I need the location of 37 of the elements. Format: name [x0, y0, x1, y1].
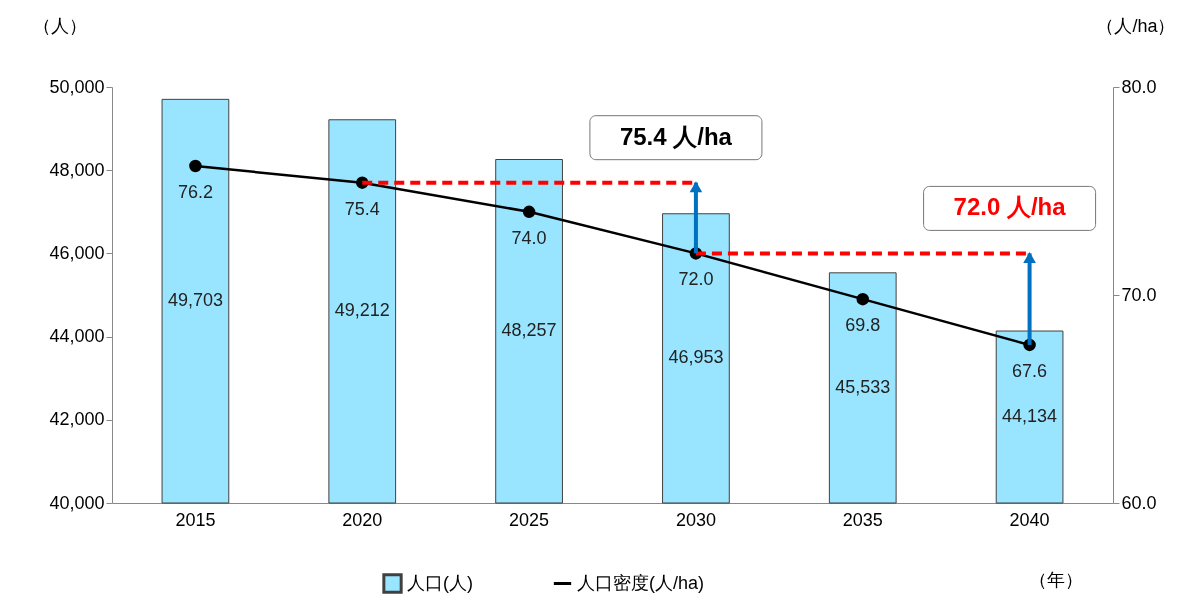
y2-tick-label: 60.0 — [1121, 492, 1157, 513]
x-tick-label: 2030 — [675, 509, 716, 530]
point — [856, 292, 869, 306]
data-label: 48,257 — [501, 320, 557, 341]
x-tick-label: 2035 — [842, 509, 883, 530]
y2-tick-label: 70.0 — [1121, 284, 1157, 305]
x-tick-label: 2020 — [342, 509, 383, 530]
y-tick-label: 48,000 — [49, 159, 105, 180]
y-axis-title: （人） — [32, 15, 87, 36]
data-label: 76.2 — [177, 182, 213, 203]
x-tick-label: 2040 — [1009, 509, 1050, 530]
annotation: 72.0 人/ha — [953, 193, 1067, 221]
data-label: 44,134 — [1002, 406, 1058, 427]
data-label: 45,533 — [835, 376, 891, 397]
y-tick-label: 44,000 — [49, 326, 105, 347]
y-tick-label: 50,000 — [49, 76, 105, 97]
data-label: 69.8 — [845, 315, 881, 336]
legend-label: 人口(人) — [407, 572, 473, 593]
y2-axis-title: （人/ha） — [1096, 15, 1176, 36]
x-axis-title: （年） — [1028, 569, 1083, 590]
annotation: 75.4 人/ha — [619, 122, 733, 150]
data-label: 72.0 — [678, 269, 714, 290]
data-label: 46,953 — [668, 347, 724, 368]
data-label: 49,703 — [167, 290, 223, 311]
y-tick-label: 46,000 — [49, 242, 105, 263]
point — [189, 159, 202, 173]
x-tick-label: 2015 — [175, 509, 216, 530]
x-tick-label: 2025 — [509, 509, 550, 530]
data-label: 75.4 — [344, 198, 380, 219]
y2-tick-label: 80.0 — [1121, 76, 1157, 97]
data-label: 49,212 — [334, 300, 390, 321]
y-tick-label: 40,000 — [49, 492, 105, 513]
data-label: 67.6 — [1012, 360, 1048, 381]
y-tick-label: 42,000 — [49, 409, 105, 430]
point — [522, 205, 536, 219]
legend-label: 人口密度(人/ha) — [577, 572, 705, 593]
data-label: 74.0 — [511, 227, 547, 248]
